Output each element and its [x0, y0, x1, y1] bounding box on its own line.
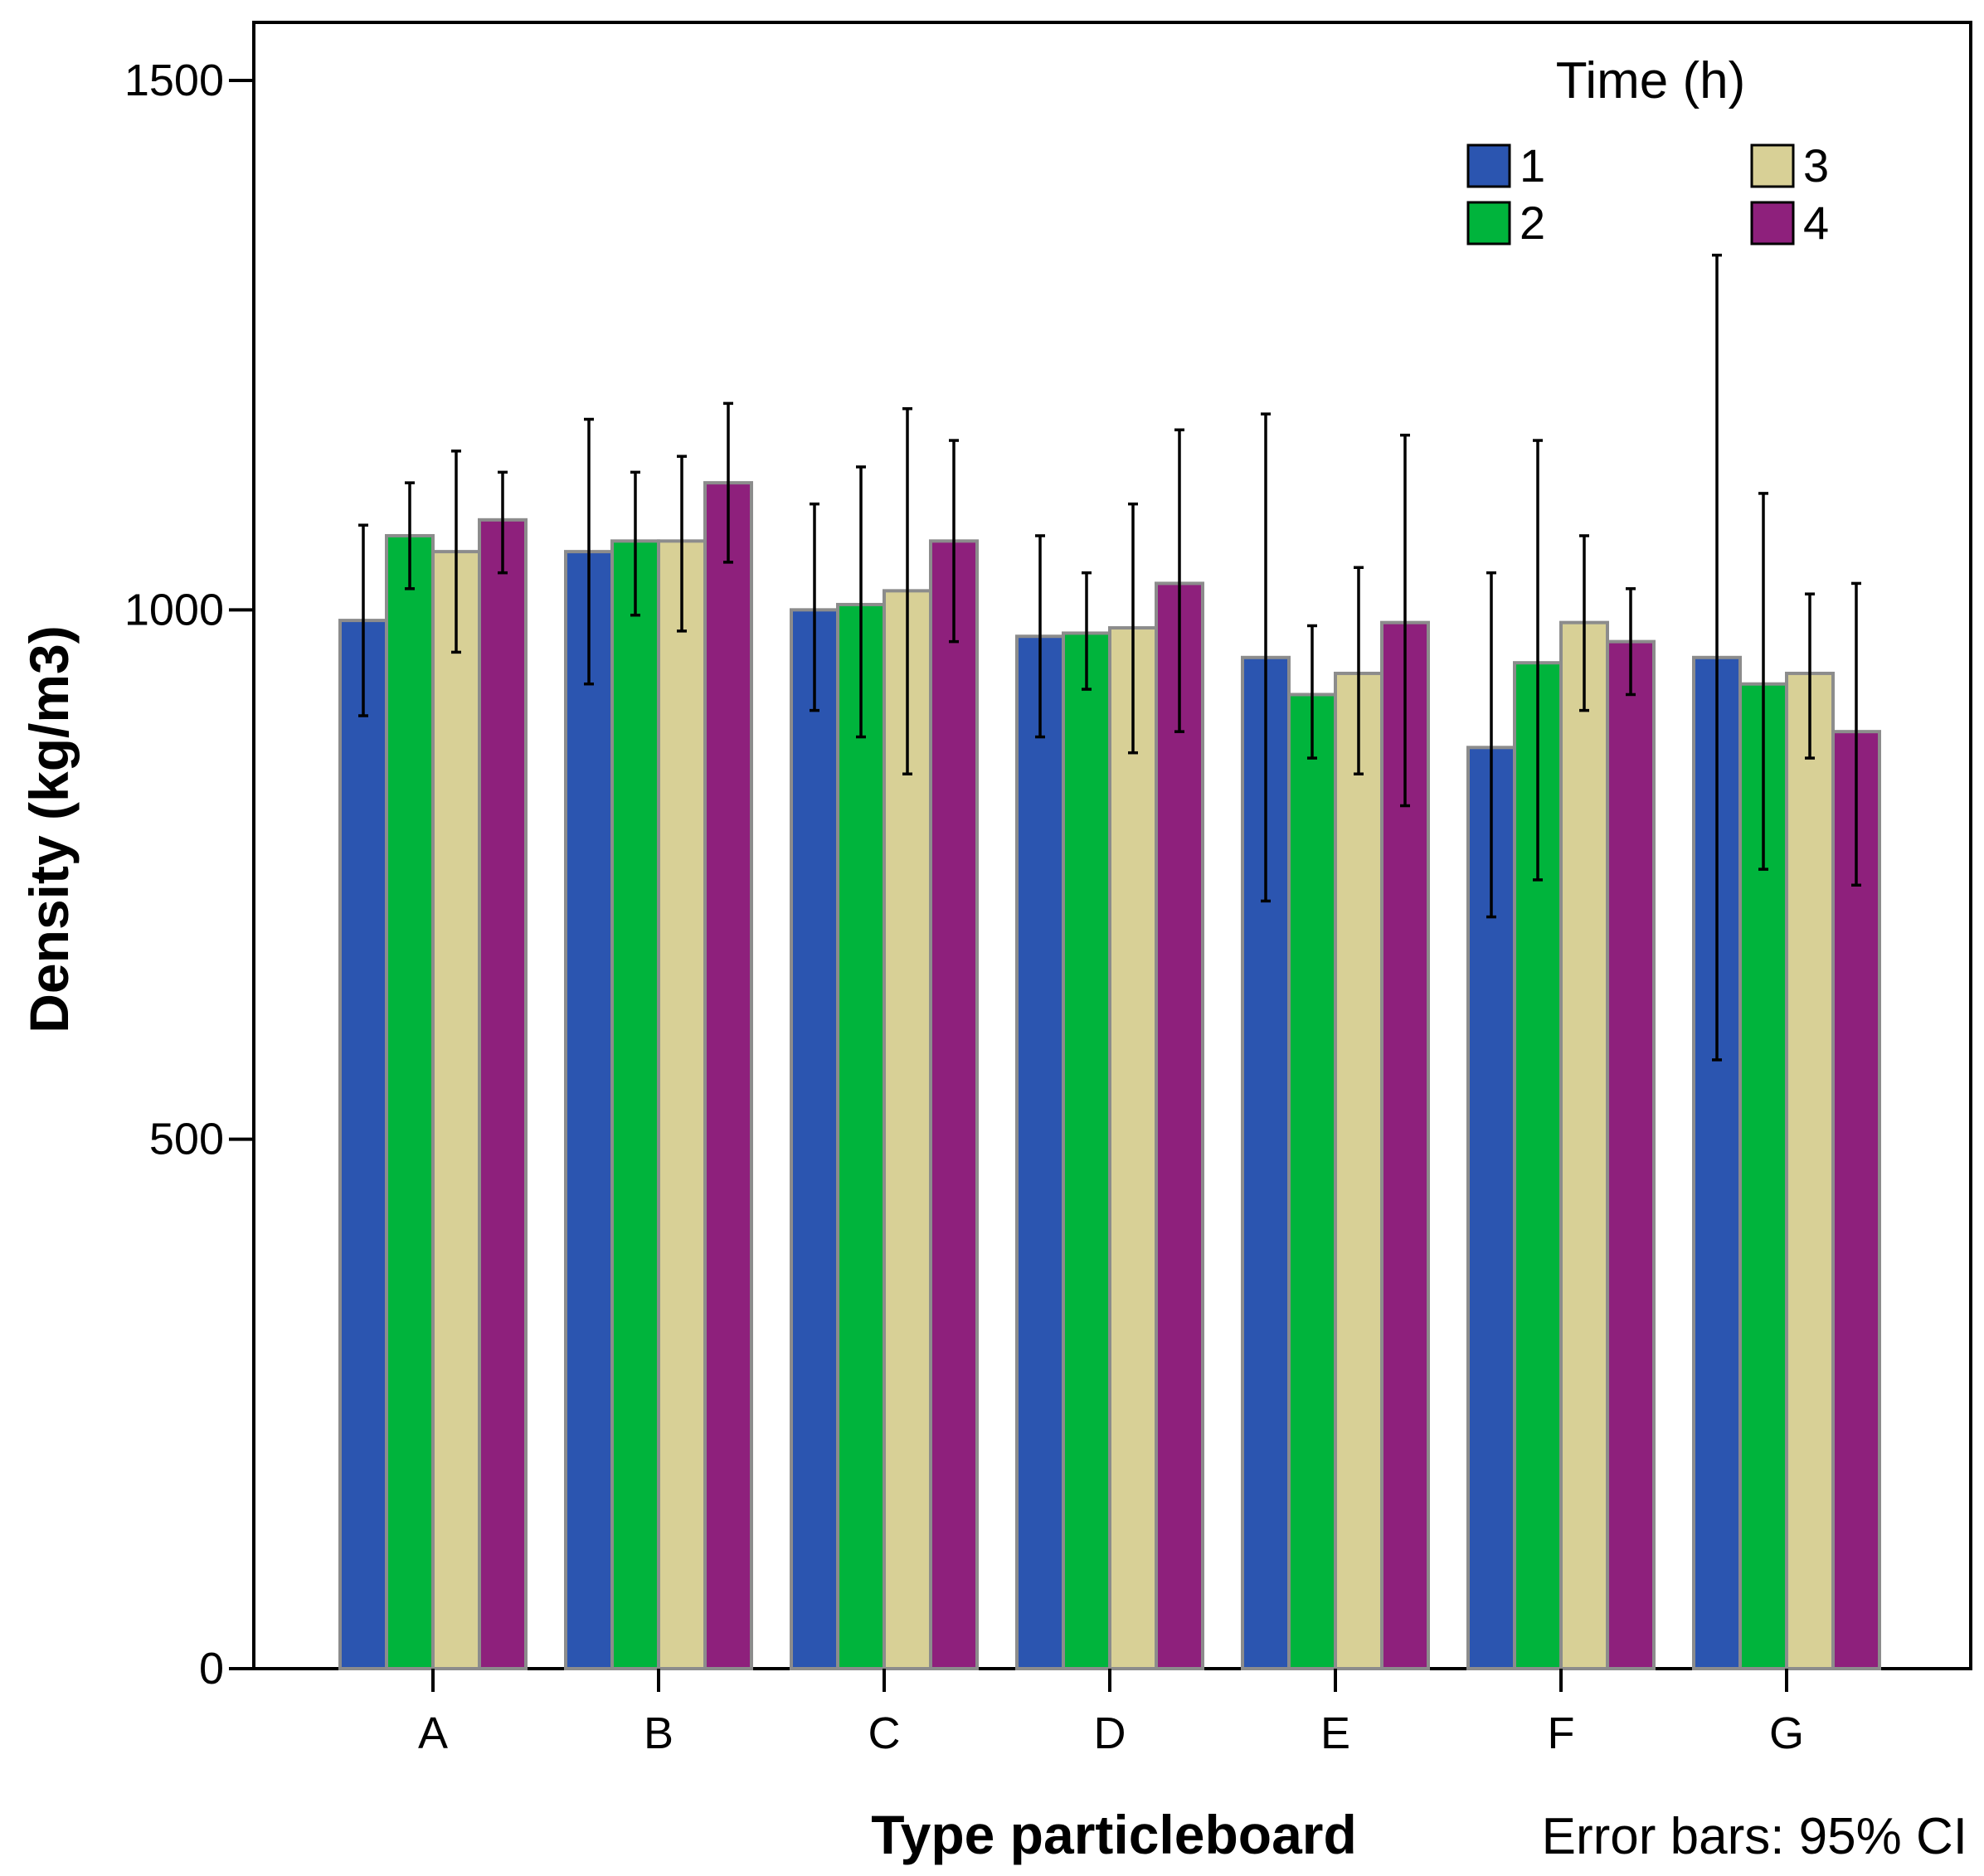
bar-B-time-1 — [564, 550, 614, 1670]
x-tick-label: C — [868, 1708, 901, 1758]
bar-G-time-3 — [1785, 671, 1835, 1670]
x-tick-label: A — [418, 1708, 448, 1758]
bar-D-time-4 — [1155, 581, 1204, 1671]
bar-D-time-1 — [1015, 634, 1065, 1670]
y-tick-label: 500 — [149, 1115, 224, 1164]
bar-B-time-2 — [610, 539, 660, 1670]
bar-B-time-3 — [657, 539, 707, 1670]
bar-F-time-3 — [1559, 620, 1609, 1670]
legend-swatch-time-3 — [1750, 143, 1795, 188]
legend-label-time-1: 1 — [1520, 139, 1545, 192]
x-tick-label: B — [644, 1708, 673, 1758]
y-tick-label: 1500 — [124, 56, 224, 105]
legend: Time (h) 12 34 — [1466, 52, 1829, 249]
legend-swatch-time-1 — [1466, 143, 1511, 188]
y-tick-label: 0 — [199, 1644, 224, 1694]
bar-A-time-4 — [478, 518, 528, 1670]
y-axis: 0 500 1000 1500 — [124, 56, 254, 1694]
bar-E-time-4 — [1380, 620, 1430, 1670]
x-tick-label: G — [1769, 1708, 1804, 1758]
bars-layer — [338, 481, 1881, 1671]
bar-A-time-1 — [338, 619, 388, 1670]
bar-D-time-3 — [1108, 626, 1158, 1671]
bar-E-time-3 — [1334, 671, 1383, 1670]
error-bars-layer — [358, 253, 1861, 1062]
x-tick-label: E — [1320, 1708, 1350, 1758]
bar-E-time-2 — [1287, 693, 1337, 1670]
x-tick-label: D — [1094, 1708, 1126, 1758]
bar-C-time-2 — [836, 602, 886, 1671]
legend-label-time-3: 3 — [1803, 139, 1829, 192]
y-tick-label: 1000 — [124, 585, 224, 634]
error-bars-note: Error bars: 95% CI — [1542, 1808, 1967, 1865]
x-axis-title: Type particleboard — [871, 1804, 1357, 1865]
bar-A-time-2 — [385, 533, 435, 1670]
y-axis-title: Density (kg/m3) — [18, 625, 80, 1033]
bar-F-time-4 — [1606, 639, 1656, 1671]
legend-label-time-4: 4 — [1803, 197, 1829, 249]
bar-G-time-4 — [1831, 730, 1881, 1670]
bar-C-time-4 — [929, 539, 979, 1670]
bar-A-time-3 — [431, 550, 481, 1670]
x-tick-label: F — [1548, 1708, 1575, 1758]
bar-C-time-1 — [790, 608, 839, 1670]
legend-label-time-2: 2 — [1520, 197, 1545, 249]
x-axis: A B C D E F G — [418, 1669, 1804, 1758]
bar-D-time-2 — [1062, 631, 1111, 1670]
bar-B-time-4 — [703, 481, 753, 1671]
legend-swatch-time-4 — [1750, 201, 1795, 245]
legend-title: Time (h) — [1556, 52, 1745, 109]
legend-swatch-time-2 — [1466, 201, 1511, 245]
